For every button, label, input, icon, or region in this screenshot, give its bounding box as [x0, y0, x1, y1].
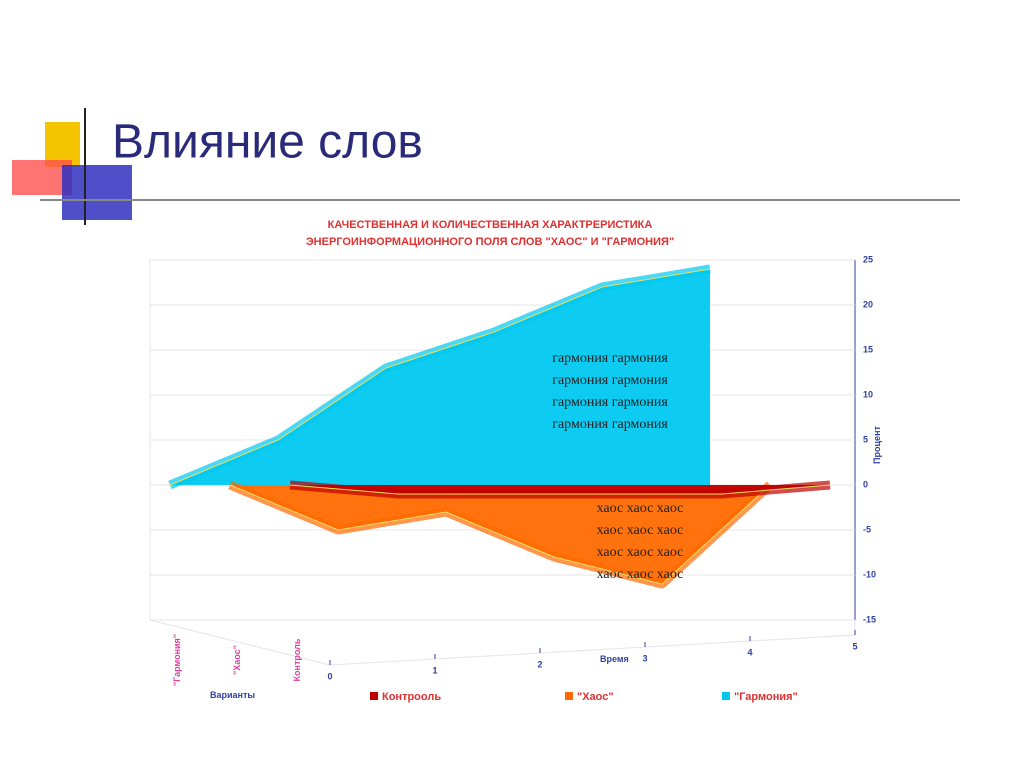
deco [62, 165, 132, 220]
legend-label: "Гармония" [734, 691, 798, 703]
annotation: гармония гармония [552, 417, 668, 432]
legend-swatch [565, 692, 573, 700]
y-tick-label: 15 [863, 344, 873, 354]
x-tick-label: 4 [747, 647, 752, 657]
series-edge [169, 268, 711, 486]
y-tick-label: -15 [863, 614, 876, 624]
x-tick-label: 2 [537, 659, 542, 669]
y-tick-label: 10 [863, 389, 873, 399]
x-tick-label: 1 [432, 665, 437, 675]
chart-subtitle: ЭНЕРГОИНФОРМАЦИОННОГО ПОЛЯ СЛОВ "ХАОС" И… [306, 236, 674, 248]
z-axis-label: Варианты [210, 690, 255, 700]
annotation: гармония гармония [552, 351, 668, 366]
annotation: гармония гармония [552, 373, 668, 388]
x-axis-label: Время [600, 654, 629, 664]
annotation: хаос хаос хаос [597, 523, 684, 538]
annotation: хаос хаос хаос [597, 545, 684, 560]
slide-title: Влияние слов [112, 116, 423, 169]
y-tick-label: 25 [863, 254, 873, 264]
y-tick-label: 0 [863, 479, 868, 489]
legend-label: Контрооль [382, 691, 441, 703]
y-tick-label: 20 [863, 299, 873, 309]
legend-label: "Хаос" [577, 691, 614, 703]
series-edge [289, 484, 831, 495]
x-tick-label: 5 [852, 641, 857, 651]
z-tick-label: "Хаос" [232, 645, 242, 675]
x-tick-label: 3 [642, 653, 647, 663]
annotation: хаос хаос хаос [597, 501, 684, 516]
annotation: гармония гармония [552, 395, 668, 410]
y-tick-label: 5 [863, 434, 868, 444]
series-edge [229, 484, 771, 585]
y-tick-label: -5 [863, 524, 871, 534]
series-area [170, 269, 710, 485]
legend-swatch [370, 692, 378, 700]
y-tick-label: -10 [863, 569, 876, 579]
z-tick-label: "Гармония" [172, 634, 182, 686]
z-tick-label: Контроль [292, 638, 302, 681]
floor [149, 619, 856, 666]
annotation: хаос хаос хаос [597, 567, 684, 582]
deco [45, 122, 80, 167]
chart-title: КАЧЕСТВЕННАЯ И КОЛИЧЕСТВЕННАЯ ХАРАКТРЕРИ… [328, 219, 653, 231]
x-tick-label: 0 [327, 671, 332, 681]
legend-swatch [722, 692, 730, 700]
y-axis-label: Процент [872, 425, 882, 463]
